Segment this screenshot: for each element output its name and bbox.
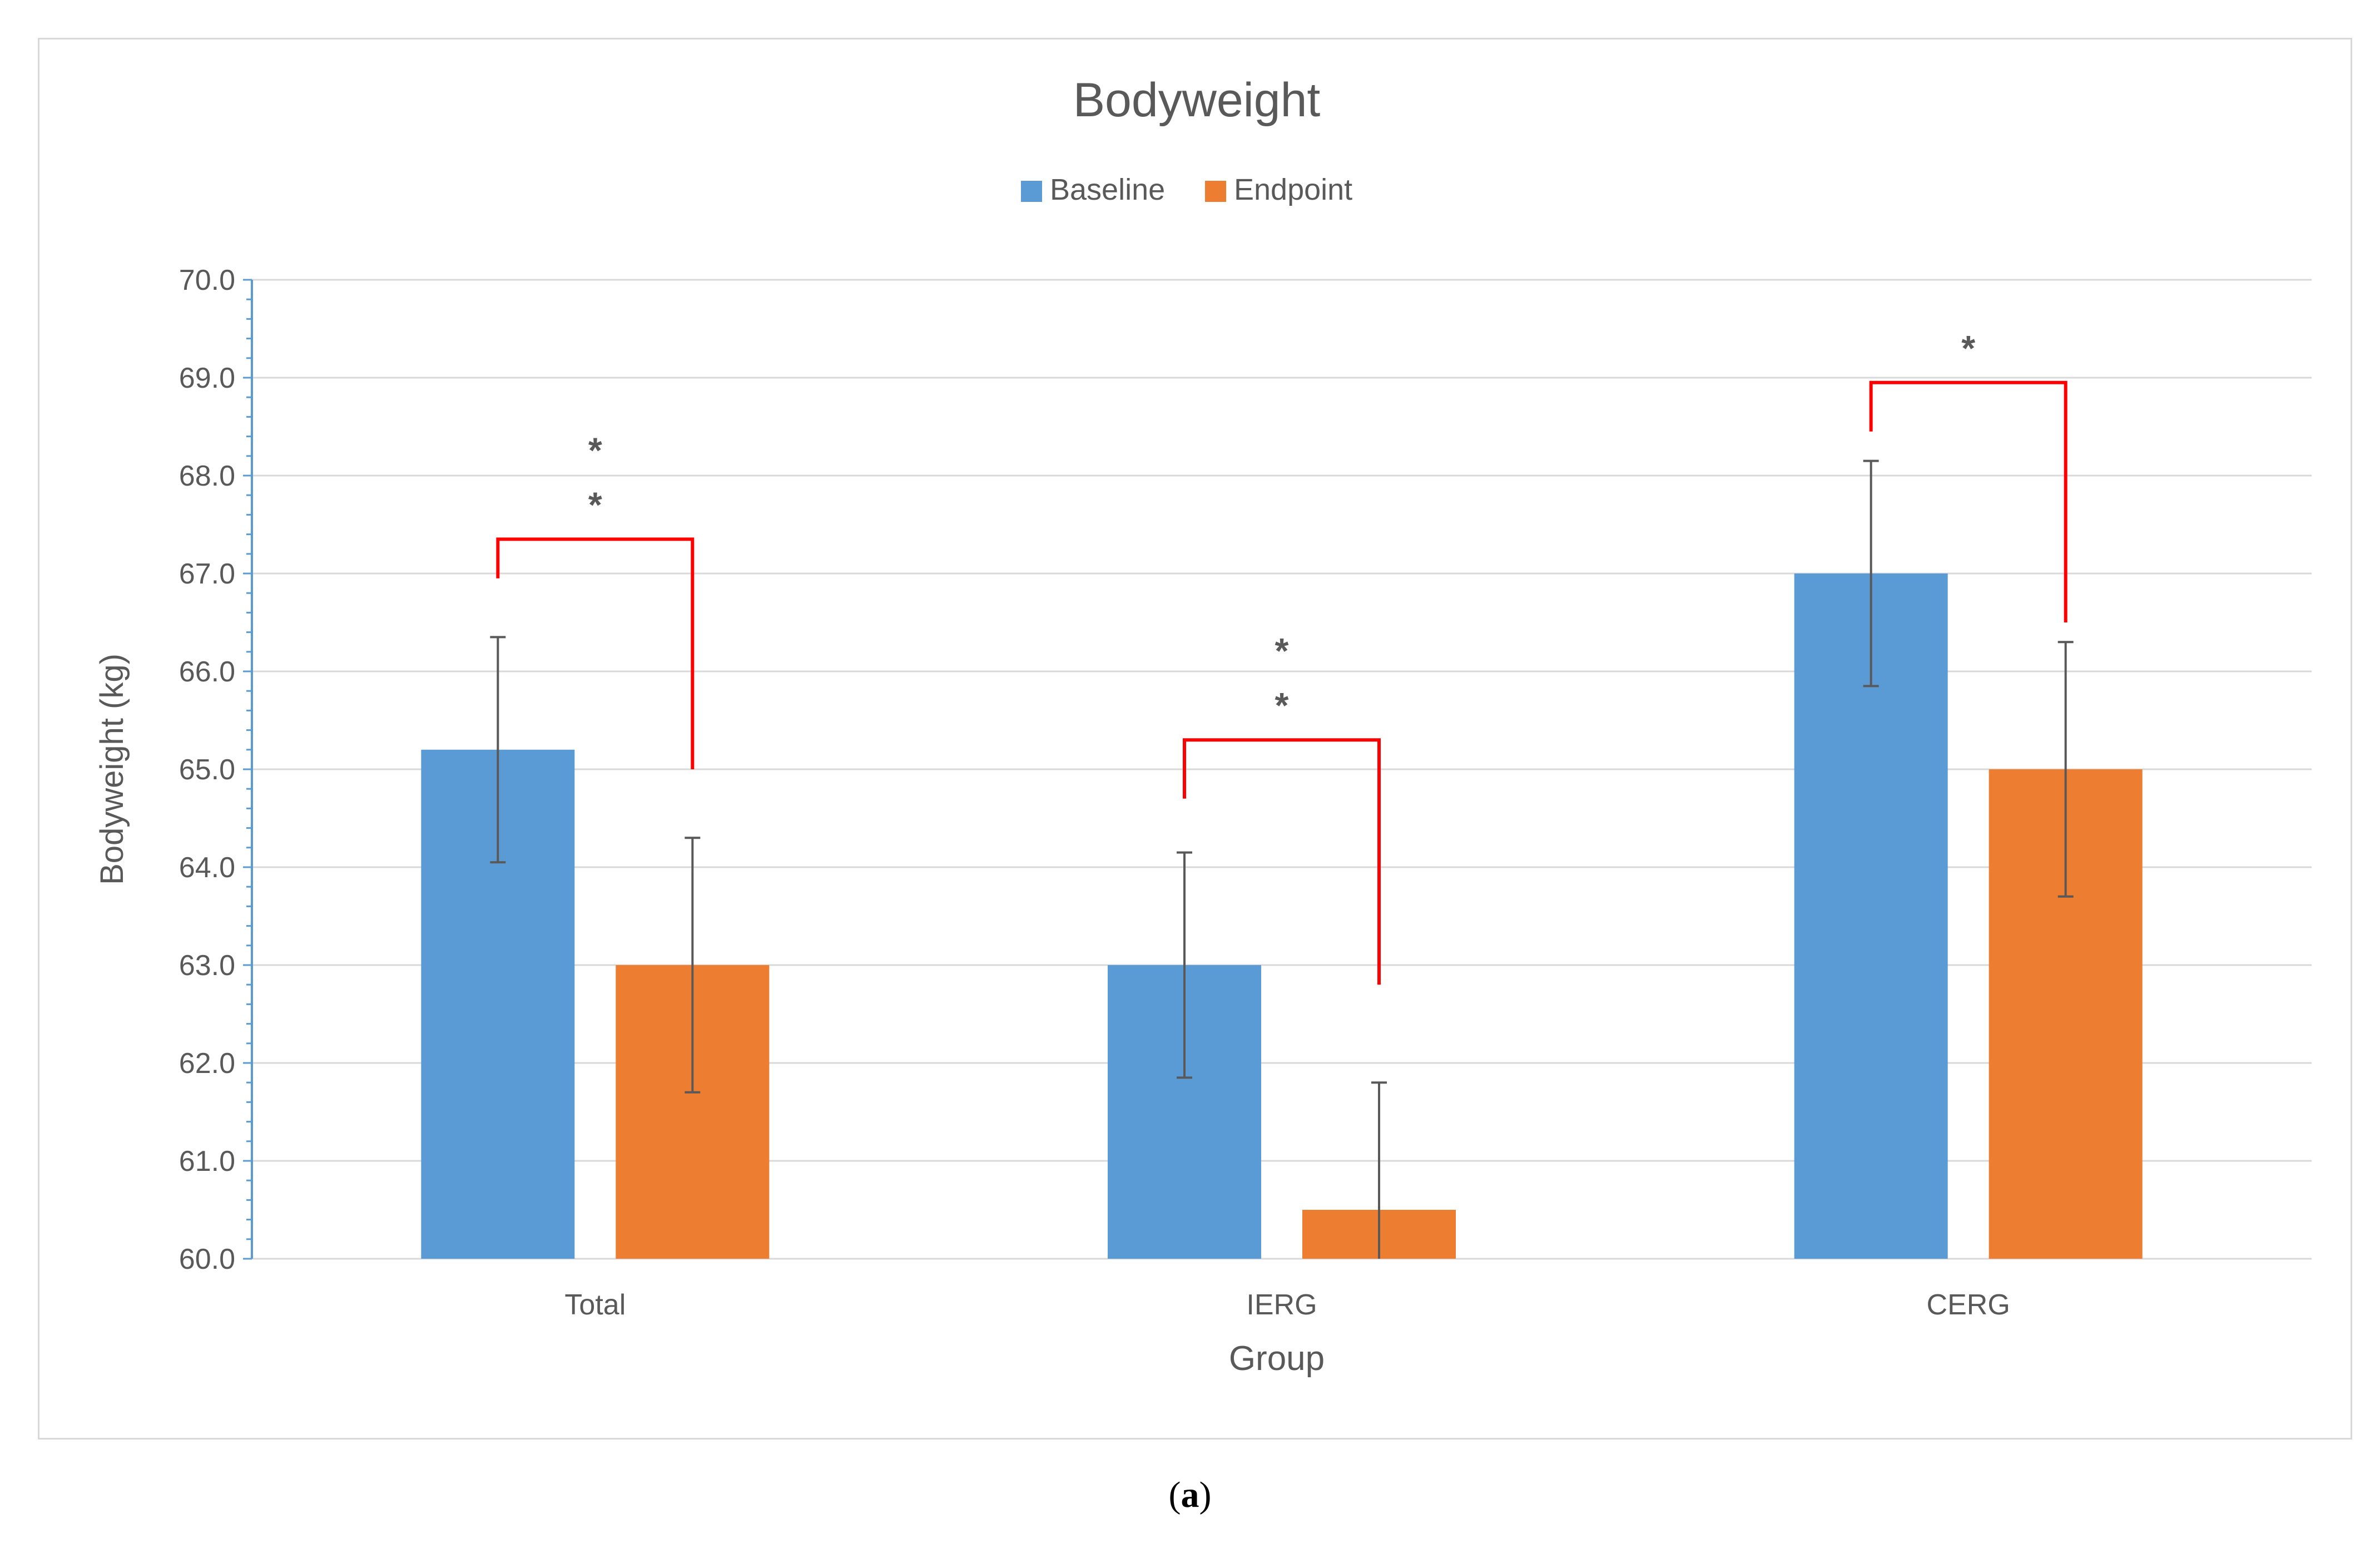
y-tick-label: 62.0 xyxy=(179,1047,235,1080)
significance-star: * xyxy=(588,484,602,525)
legend-swatch-baseline xyxy=(1021,181,1042,202)
x-tick-label: Total xyxy=(564,1289,626,1321)
chart-title: Bodyweight xyxy=(1073,73,1321,127)
caption-close: ) xyxy=(1199,1475,1212,1515)
legend-label-baseline: Baseline xyxy=(1050,173,1165,206)
x-tick-label: IERG xyxy=(1246,1289,1317,1321)
x-axis-title: Group xyxy=(1229,1339,1325,1378)
y-tick-label: 64.0 xyxy=(179,852,235,884)
bodyweight-chart: * * * * * 60.0 61.0 62.0 63.0 64.0 65.0 66.0 67.0 68… xyxy=(94,73,2312,1378)
y-tick-label: 69.0 xyxy=(179,362,235,394)
caption-open: ( xyxy=(1168,1475,1181,1515)
y-tick-label: 63.0 xyxy=(179,949,235,982)
significance-star: * xyxy=(588,430,602,470)
y-tick-label: 70.0 xyxy=(179,264,235,296)
significance-star: * xyxy=(1275,631,1289,671)
y-tick-label: 61.0 xyxy=(179,1145,235,1178)
y-tick-label: 67.0 xyxy=(179,558,235,590)
significance-star: * xyxy=(1961,328,1975,368)
y-tick-label: 60.0 xyxy=(179,1243,235,1275)
significance-bracket xyxy=(1183,738,1381,985)
significance-bracket xyxy=(1869,380,2067,622)
y-tick-label: 68.0 xyxy=(179,460,235,492)
legend-swatch-endpoint xyxy=(1205,181,1226,202)
caption-label: a xyxy=(1181,1475,1199,1515)
legend-label-endpoint: Endpoint xyxy=(1234,173,1352,206)
y-tick-label: 66.0 xyxy=(179,656,235,688)
significance-star: * xyxy=(1275,685,1289,725)
y-axis-title: Bodyweight (kg) xyxy=(94,654,130,885)
chart-frame: * * * * * 60.0 61.0 62.0 63.0 64.0 65.0 66.0 67.0 68… xyxy=(38,38,2352,1440)
bar-baseline-cerg[interactable] xyxy=(1794,573,1948,1259)
figure-caption: (a) xyxy=(0,1474,2380,1516)
x-tick-label: CERG xyxy=(1927,1289,2010,1321)
y-tick-label: 65.0 xyxy=(179,754,235,786)
significance-bracket xyxy=(496,537,695,769)
